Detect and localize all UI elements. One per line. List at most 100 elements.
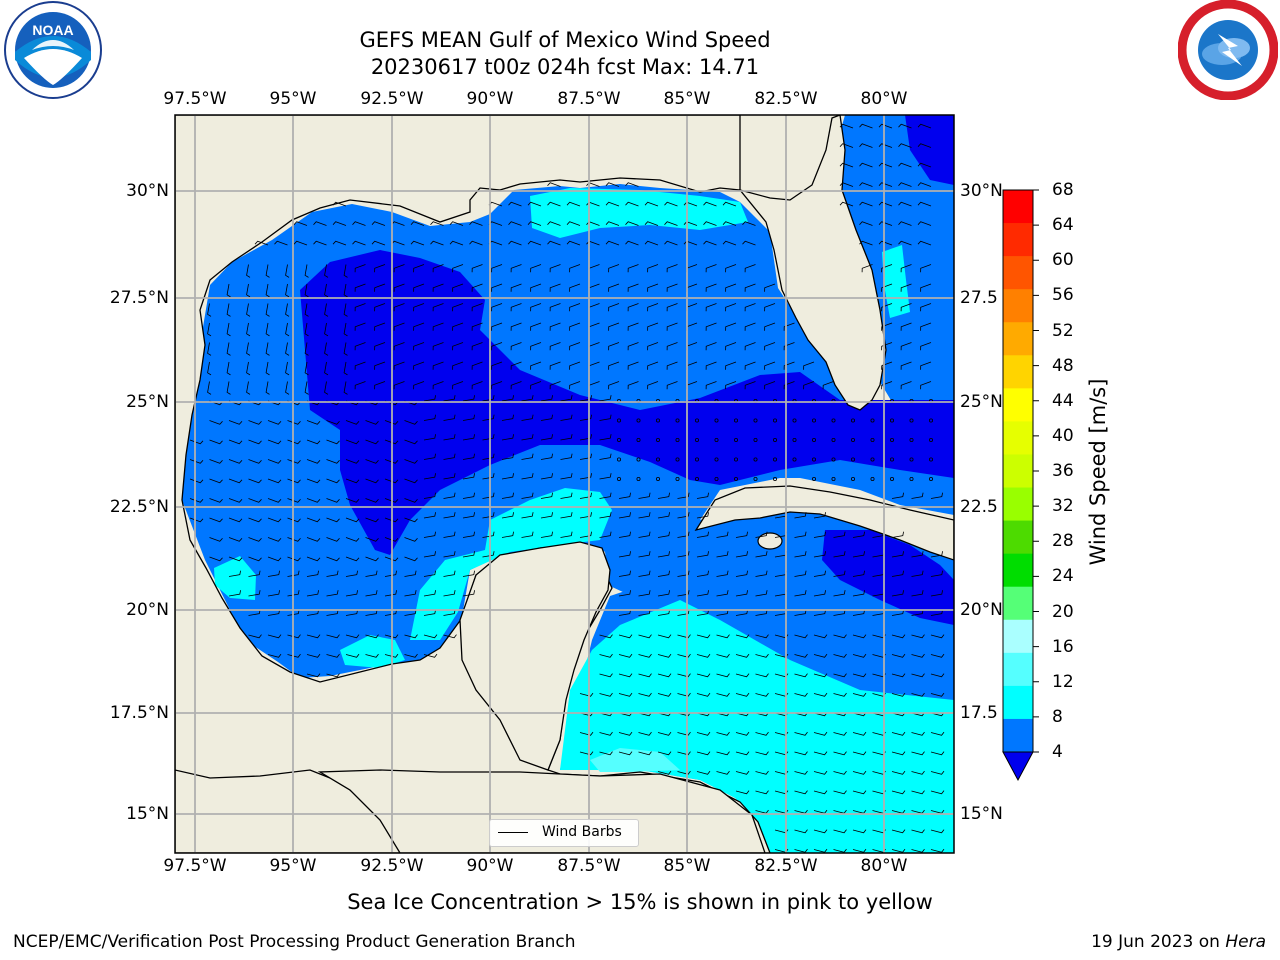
wind-barb [462,531,475,538]
wind-barb [443,453,456,460]
wind-barb [794,551,807,558]
calm-wind-marker [909,418,914,423]
wind-barb [501,512,514,519]
wind-barb [246,322,251,337]
wind-barb [384,439,399,445]
colorbar-band [1003,289,1033,323]
wind-barb [510,264,522,273]
wind-barb [605,201,620,207]
wind-barb [404,478,418,484]
wind-barb [878,201,893,207]
wind-barb [647,342,659,351]
wind-barb [735,609,748,616]
wind-barb [833,692,847,697]
wind-barb [246,283,251,298]
calm-wind-marker [773,418,778,423]
wind-barb [374,361,386,370]
wind-barb [599,531,612,538]
wind-barb [898,240,912,246]
wind-barb [326,653,340,658]
lat-label-right: 17.5 [960,703,998,723]
wind-barb [705,264,717,273]
calm-wind-marker [909,457,914,462]
wind-barb [898,123,912,129]
wind-barb [304,283,309,298]
wind-barb [677,551,690,558]
wind-barb [324,264,329,278]
wind-barb [501,453,514,460]
calm-wind-marker [792,418,797,423]
wind-barb [482,395,495,402]
wind-barb [530,381,542,390]
map-title: GEFS MEAN Gulf of Mexico Wind Speed [359,28,771,52]
wind-barb [930,570,943,577]
wind-barb [228,478,243,484]
wind-barb [326,609,339,616]
wind-barb [209,498,223,503]
wind-barb [365,459,379,464]
colorbar-tick-label: 16 [1052,636,1074,657]
wind-barb [677,590,690,597]
wind-barb [755,673,769,678]
wind-barb [852,653,867,658]
wind-barb [930,673,945,678]
colorbar-band [1003,355,1033,389]
wind-barb [898,143,912,148]
wind-barb [324,381,329,395]
wind-barb [228,517,243,523]
lon-label-top: 92.5°W [360,89,424,109]
wind-barb [326,478,340,484]
wind-barb [267,420,282,425]
wind-barb [647,361,659,370]
wind-barb [900,303,912,312]
wind-barb [326,498,340,503]
calm-wind-marker [831,437,836,442]
wind-barb [501,531,514,538]
wind-barb [491,322,503,331]
wind-barb [833,609,846,616]
wind-barb [722,221,737,226]
calm-wind-marker [890,476,895,481]
wind-barb [881,361,893,370]
wind-barb [374,342,386,351]
wind-barb [783,361,795,370]
colorbar-under-triangle [1002,751,1034,782]
wind-barb [423,531,436,538]
footer-machine: Hera [1225,932,1266,952]
wind-barb [627,342,639,351]
wind-barb [891,634,906,639]
wind-barb [343,322,348,337]
wind-barb [735,770,750,775]
wind-barb [696,570,709,577]
wind-barb [508,240,522,246]
wind-barb [794,653,808,658]
wind-barb [735,790,750,795]
wind-barb [618,634,633,639]
wind-barb [878,143,893,148]
wind-barb [569,303,581,312]
calm-zone-atlantic [905,115,954,185]
wind-barb [285,381,290,395]
wind-barb [449,221,464,226]
wind-barb [839,201,854,207]
wind-barb [852,634,867,639]
wind-barb [742,240,756,246]
wind-barb [813,673,828,678]
wind-barb [833,590,846,597]
wind-barb [246,381,251,395]
wind-barb [930,492,943,499]
wind-barb [248,517,262,523]
wind-barb [566,240,581,246]
wind-barb [579,731,594,736]
wind-barb [540,531,553,538]
wind-barb [813,770,828,775]
wind-barb [716,751,730,756]
wind-barb [404,439,418,445]
wind-barb [510,283,522,292]
wind-barb [501,473,514,480]
wind-barb [735,731,750,736]
wind-barb [881,322,893,331]
calm-wind-marker [792,457,797,462]
wind-barb [246,303,251,317]
calm-wind-marker [812,437,817,442]
